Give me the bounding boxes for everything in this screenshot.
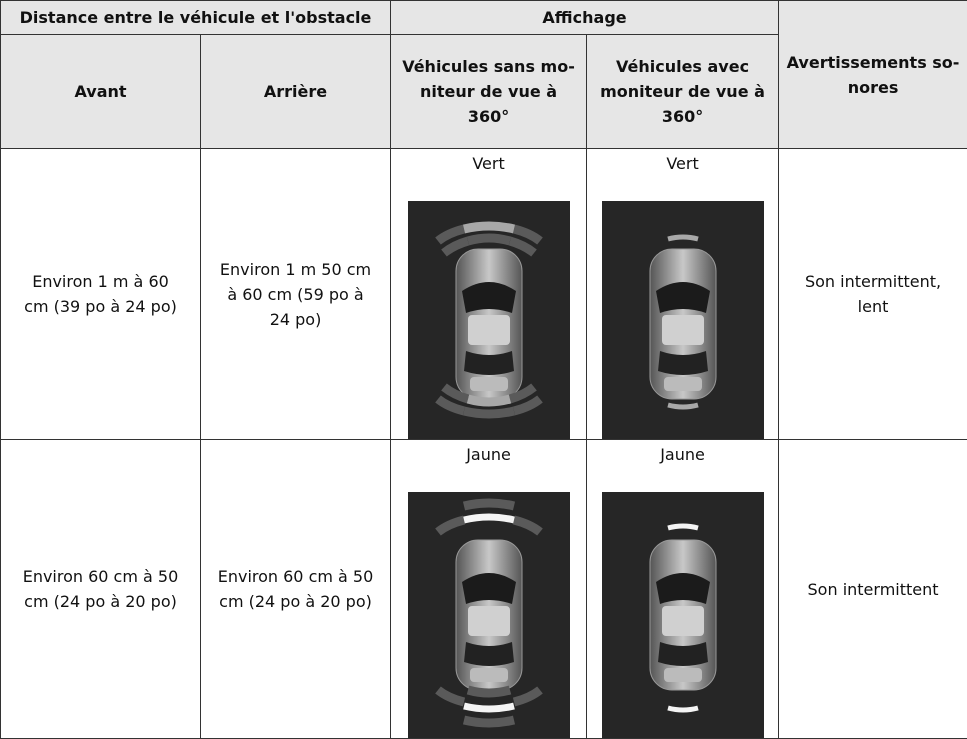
header: Avertissements so- nores [778,0,967,149]
sensor-image [601,492,764,738]
cell: Environ 1 m à 60 cm (39 po à 24 po) [0,148,201,440]
header: Avant [0,34,201,149]
label: Jaune [466,445,511,464]
cell: Vert [586,148,780,440]
cell: Environ 60 cm à 50 cm (24 po à 20 po) [199,439,392,739]
label: Jaune [660,445,705,464]
header: Arrière [199,34,392,149]
sensor-image [601,201,764,439]
sensor-image [407,201,570,439]
cell: Environ 1 m 50 cm à 60 cm (59 po à 24 po… [199,148,392,440]
cell: Son intermittent [778,439,967,739]
header: Véhicules sans mo- niteur de vue à 360° [390,34,588,149]
sensor-image [407,492,570,738]
header: Affichage [390,0,780,35]
header: Distance entre le véhicule et l'obstacle [0,0,392,35]
label: Vert [472,154,505,173]
header: Véhicules avec moniteur de vue à 360° [586,34,780,149]
cell: Jaune [586,439,780,739]
cell: Jaune [390,439,588,739]
label: Vert [666,154,699,173]
cell: Vert [390,148,588,440]
cell: Son intermittent, lent [778,148,967,440]
cell: Environ 60 cm à 50 cm (24 po à 20 po) [0,439,201,739]
